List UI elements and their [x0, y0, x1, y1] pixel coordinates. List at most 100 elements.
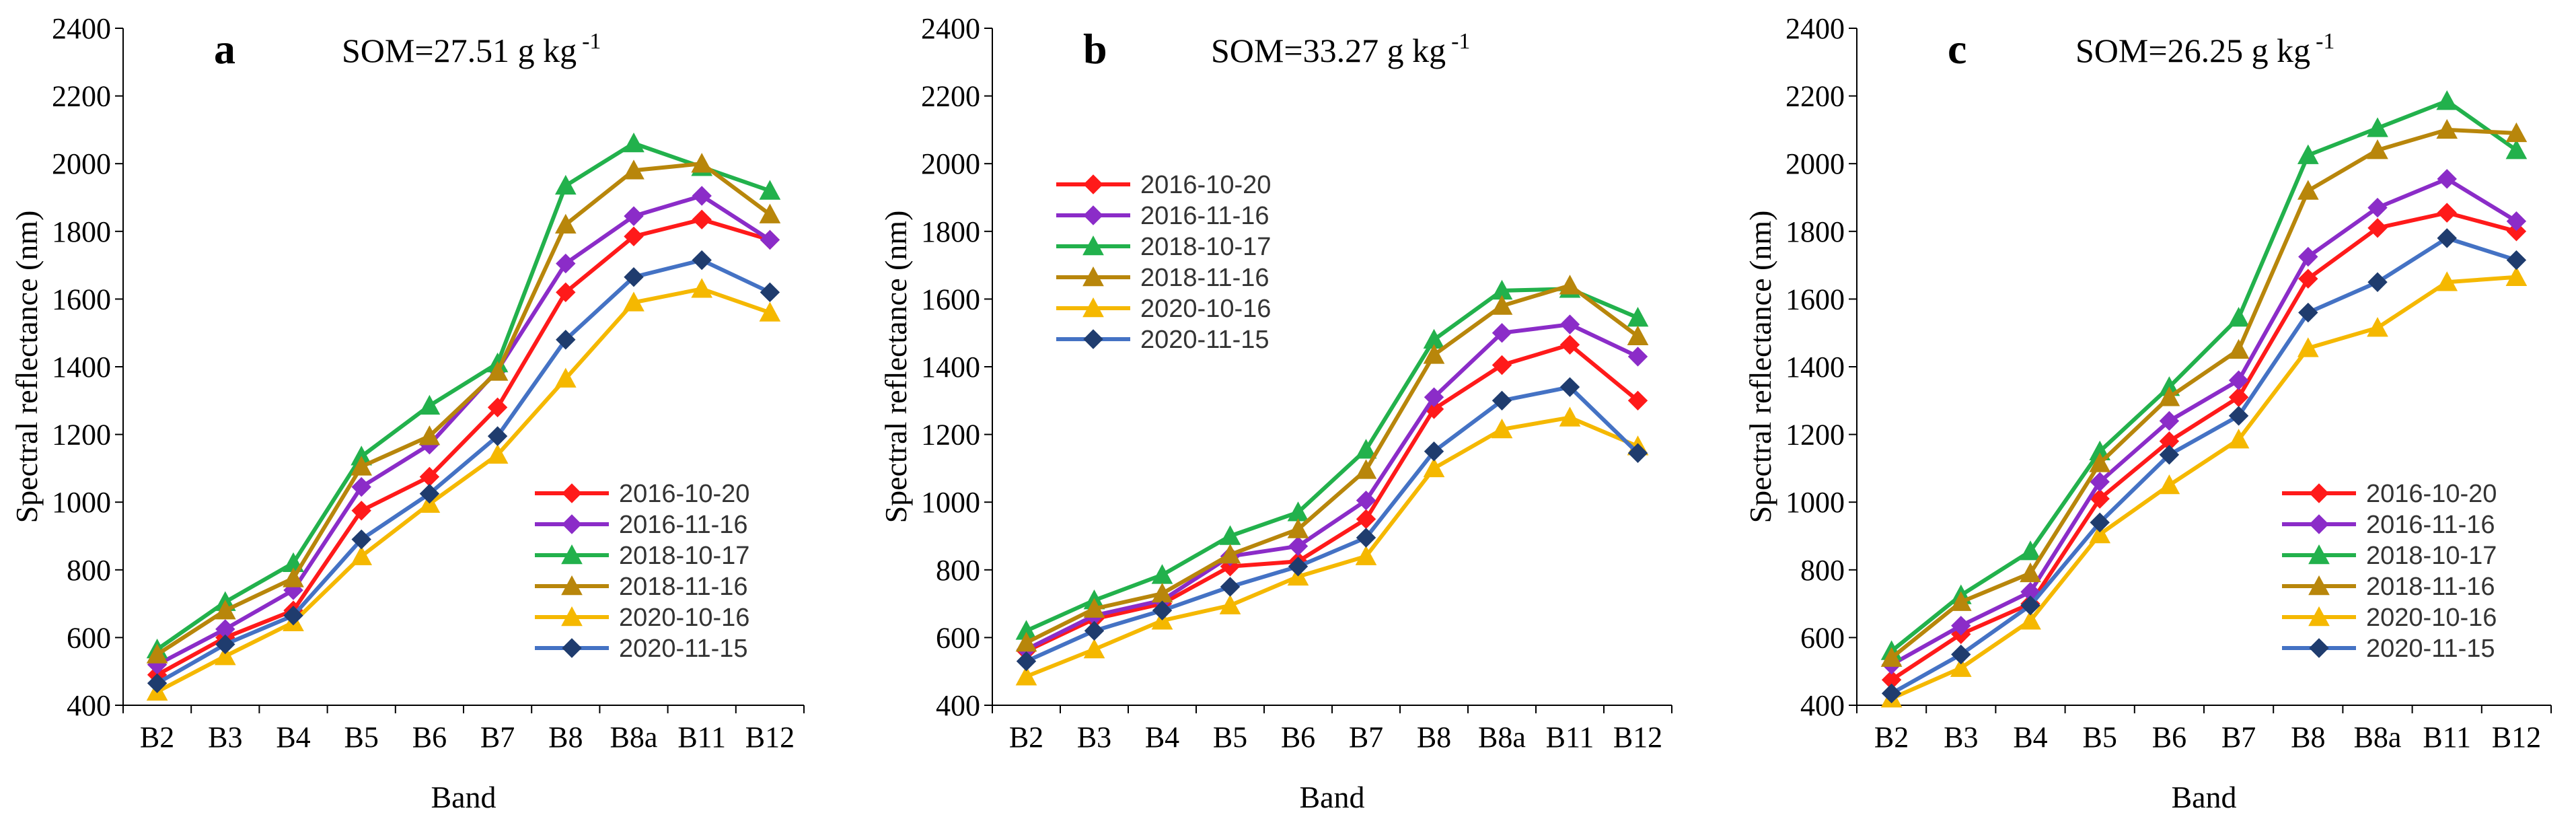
- data-point-marker: [2436, 118, 2458, 139]
- y-tick-label: 2000: [921, 147, 980, 180]
- data-point-marker: [1015, 666, 1037, 686]
- data-point-marker: [2367, 117, 2388, 137]
- x-tick-label: B2: [1009, 721, 1043, 754]
- data-point-marker: [759, 203, 781, 223]
- data-point-marker: [554, 213, 577, 234]
- x-tick-label: B6: [2152, 721, 2186, 754]
- legend-swatch-marker: [1083, 174, 1103, 194]
- y-tick-label: 1600: [921, 283, 980, 316]
- data-point-marker: [1951, 644, 1971, 665]
- data-point-marker: [1356, 490, 1376, 511]
- series-line: [156, 193, 772, 667]
- data-point-marker: [624, 266, 644, 287]
- data-point-marker: [760, 229, 780, 250]
- data-point-marker: [1950, 591, 1972, 611]
- y-tick-label: 600: [67, 621, 111, 654]
- data-point-marker: [1880, 647, 1903, 667]
- data-point-marker: [2505, 139, 2528, 159]
- x-tick-label: B4: [1145, 721, 1179, 754]
- legend-label: 2018-10-17: [2366, 542, 2497, 570]
- x-tick-label: B5: [2083, 721, 2117, 754]
- data-point-marker: [1627, 443, 1648, 463]
- data-point-marker: [556, 253, 576, 274]
- series-line: [1025, 343, 1640, 653]
- y-tick-label: 800: [1800, 554, 1845, 587]
- legend-swatch-marker: [1083, 205, 1103, 225]
- legend-swatch-marker: [2309, 514, 2329, 534]
- legend-label: 2020-10-16: [619, 604, 749, 632]
- series-2020-10-16: [1015, 406, 1649, 686]
- data-point-marker: [691, 153, 713, 173]
- data-point-marker: [692, 209, 712, 229]
- x-axis-title: Band: [431, 780, 496, 814]
- legend-label: 2020-11-15: [2366, 635, 2495, 663]
- data-point-marker: [1492, 355, 1512, 376]
- legend: 2016-10-20 2016-11-16 2018-10-17 2018-11-16…: [535, 480, 749, 663]
- data-point-marker: [1627, 325, 1649, 345]
- data-point-marker: [214, 600, 236, 620]
- data-point-marker: [1288, 536, 1309, 557]
- data-point-marker: [419, 483, 440, 504]
- series-2020-11-15: [1881, 228, 2527, 704]
- legend-swatch-marker: [562, 638, 582, 658]
- legend-swatch-marker: [1082, 297, 1104, 318]
- data-point-marker: [1083, 638, 1105, 659]
- data-point-marker: [1355, 545, 1377, 565]
- data-point-marker: [1151, 582, 1173, 603]
- x-tick-label: B4: [2013, 721, 2047, 754]
- x-axis-title: Band: [2171, 780, 2236, 814]
- x-tick-label: B12: [745, 721, 795, 754]
- y-tick-label: 1000: [52, 486, 111, 519]
- data-point-marker: [2298, 269, 2318, 289]
- data-point-marker: [2506, 250, 2527, 271]
- legend-swatch-marker: [562, 514, 582, 534]
- x-tick-label: B6: [1281, 721, 1315, 754]
- x-axis-title: Band: [1299, 780, 1364, 814]
- som-value: SOM=27.51 g kg: [342, 32, 577, 69]
- legend-swatch-marker: [562, 483, 582, 503]
- data-point-marker: [2089, 452, 2111, 472]
- data-point-marker: [2436, 271, 2458, 291]
- som-unit-exponent: -1: [1451, 29, 1470, 54]
- data-point-marker: [1951, 616, 1971, 636]
- y-tick-label: 1400: [1786, 351, 1845, 384]
- x-tick-label: B2: [140, 721, 174, 754]
- legend-label: 2020-10-16: [2366, 604, 2497, 632]
- series-line: [1890, 236, 2517, 696]
- data-point-marker: [2159, 410, 2180, 431]
- x-tick-label: B5: [1213, 721, 1247, 754]
- series-line: [1025, 415, 1639, 679]
- legend-swatch-marker: [1083, 329, 1103, 349]
- data-point-marker: [2505, 266, 2528, 286]
- x-tick-label: B12: [2492, 721, 2541, 754]
- data-point-marker: [351, 501, 371, 521]
- data-point-marker: [1559, 334, 1580, 355]
- data-point-marker: [2159, 445, 2180, 465]
- x-tick-label: B8: [548, 721, 583, 754]
- data-point-marker: [283, 567, 304, 587]
- data-point-marker: [1220, 577, 1241, 597]
- data-point-marker: [283, 605, 303, 626]
- x-tick-label: B8: [1417, 721, 1451, 754]
- legend-swatch-marker: [2308, 606, 2330, 627]
- legend-label: 2020-10-16: [1140, 295, 1271, 323]
- data-point-marker: [2020, 562, 2041, 583]
- series-line: [156, 258, 771, 685]
- data-point-marker: [2228, 307, 2250, 327]
- data-point-marker: [486, 443, 509, 464]
- data-point-marker: [351, 529, 371, 550]
- series-line: [1890, 127, 2517, 659]
- data-point-marker: [691, 278, 713, 298]
- y-tick-label: 2400: [1786, 12, 1845, 45]
- x-tick-label: B11: [677, 721, 726, 754]
- x-tick-label: B3: [1077, 721, 1111, 754]
- data-point-marker: [2367, 197, 2388, 218]
- som-value: SOM=26.25 g kg: [2075, 32, 2310, 69]
- data-point-marker: [1423, 457, 1445, 478]
- data-point-marker: [1355, 459, 1377, 479]
- y-tick-label: 600: [936, 621, 980, 654]
- som-value: SOM=33.27 g kg: [1211, 32, 1446, 69]
- data-point-marker: [1152, 600, 1173, 620]
- series-2018-10-17: [1015, 278, 1649, 640]
- data-point-marker: [1491, 295, 1513, 315]
